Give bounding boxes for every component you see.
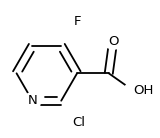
Circle shape [70, 14, 85, 29]
Circle shape [68, 112, 89, 133]
Text: N: N [28, 94, 37, 107]
Circle shape [106, 34, 121, 49]
Text: Cl: Cl [72, 116, 85, 129]
Text: O: O [108, 35, 118, 48]
Text: OH: OH [133, 84, 154, 97]
Circle shape [24, 92, 41, 109]
Circle shape [124, 82, 142, 99]
Text: F: F [73, 15, 81, 28]
